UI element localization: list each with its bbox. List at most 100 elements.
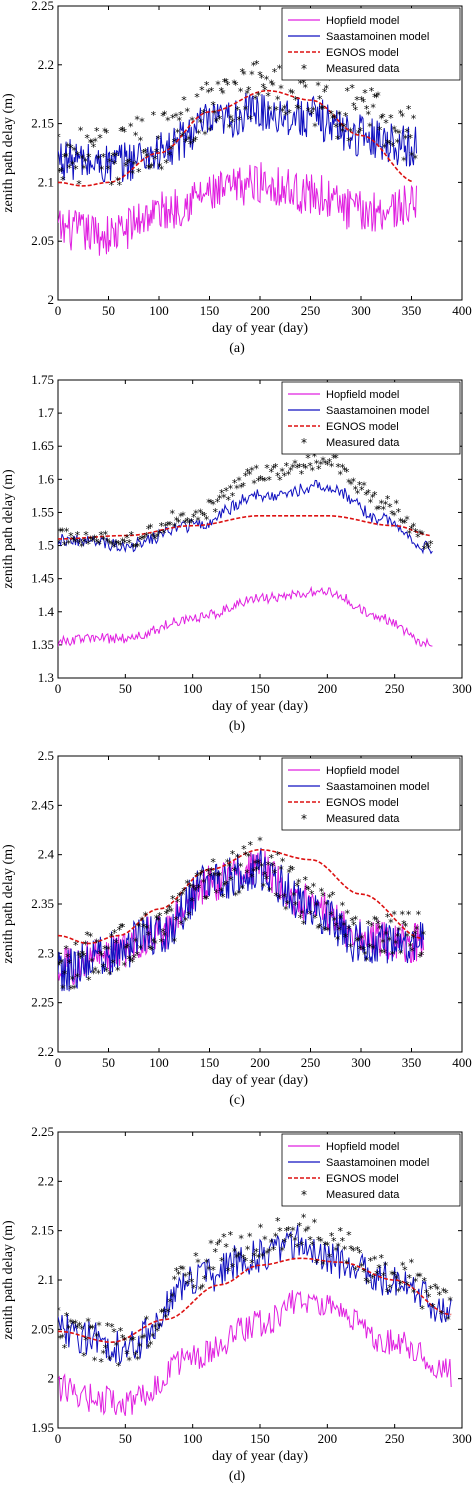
measured-point: *: [168, 143, 174, 156]
measured-point: *: [381, 504, 387, 517]
measured-point: *: [89, 956, 95, 969]
measured-point: *: [89, 137, 95, 150]
measured-point: *: [235, 852, 241, 865]
measured-point: *: [286, 867, 292, 880]
measured-point: *: [395, 931, 401, 944]
measured-point: *: [320, 454, 326, 467]
measured-point: *: [394, 1273, 400, 1286]
legend: Hopfield model Saastamoinen model EGNOS mo…: [281, 757, 461, 831]
measured-point: *: [370, 1272, 376, 1285]
y-axis-label: zenith path delay (m): [1, 469, 16, 589]
x-tick-label: 400: [452, 1055, 472, 1070]
measured-point: *: [372, 1253, 378, 1266]
measured-point: *: [96, 967, 102, 980]
measured-point: *: [83, 938, 89, 951]
measured-point: *: [417, 951, 423, 964]
measured-point: *: [378, 947, 384, 960]
measured-point: *: [385, 911, 391, 924]
legend-entry-saastamoinen-model: Saastamoinen model: [326, 781, 429, 793]
measured-point: *: [390, 140, 396, 153]
measured-point: *: [264, 74, 270, 87]
measured-point: *: [84, 132, 90, 145]
measured-point: *: [432, 1281, 438, 1294]
measured-point: *: [161, 1306, 167, 1319]
measured-point: *: [85, 1315, 91, 1328]
measured-point: *: [146, 929, 152, 942]
measured-point: *: [357, 943, 363, 956]
measured-point: *: [416, 908, 422, 921]
measured-point: *: [208, 1237, 214, 1250]
measured-point: *: [231, 865, 237, 878]
measured-point: *: [241, 480, 247, 493]
measured-point: *: [374, 914, 380, 927]
measured-point: *: [241, 1252, 247, 1265]
x-tick-label: 350: [402, 1055, 422, 1070]
measured-point: *: [111, 1326, 117, 1339]
measured-point: *: [419, 949, 425, 962]
measured-point: *: [374, 92, 380, 105]
measured-point: *: [257, 69, 263, 82]
egnos-model-line: [58, 89, 414, 187]
measured-point: *: [346, 135, 352, 148]
measured-point: *: [201, 876, 207, 889]
y-tick-label: 2.45: [31, 797, 54, 812]
measured-point: *: [369, 920, 375, 933]
measured-point: *: [315, 923, 321, 936]
measured-point: *: [411, 520, 417, 533]
legend: Hopfield model Saastamoinen model EGNOS mo…: [281, 1133, 461, 1207]
measured-point: *: [141, 1331, 147, 1344]
measured-point: *: [443, 1287, 449, 1300]
measured-point: *: [377, 124, 383, 137]
measured-point: *: [419, 1303, 425, 1316]
measured-point: *: [271, 1244, 277, 1257]
measured-point: *: [335, 934, 341, 947]
hopfield-model-line: [58, 162, 417, 256]
measured-point: *: [385, 137, 391, 150]
legend-marker-measured-data: *: [301, 62, 307, 76]
measured-point: *: [220, 87, 226, 100]
measured-point: *: [131, 1334, 137, 1347]
measured-point: *: [368, 1255, 374, 1268]
measured-point: *: [251, 1250, 257, 1263]
measured-point: *: [109, 1321, 115, 1334]
measured-point: *: [377, 923, 383, 936]
measured-point: *: [353, 484, 359, 497]
legend-entry-measured-data: Measured data: [326, 437, 400, 449]
measured-point: *: [316, 1234, 322, 1247]
measured-point: *: [329, 461, 335, 474]
measured-point: *: [380, 937, 386, 950]
measured-point: *: [378, 113, 384, 126]
measured-point: *: [404, 1279, 410, 1292]
measured-point: *: [285, 898, 291, 911]
measured-point: *: [194, 870, 200, 883]
measured-point: *: [311, 880, 317, 893]
measured-point: *: [262, 869, 268, 882]
measured-point: *: [230, 490, 236, 503]
measured-point: *: [120, 124, 126, 137]
x-tick-label: 0: [55, 1055, 62, 1070]
measured-point: *: [353, 104, 359, 117]
measured-point: *: [409, 1257, 415, 1270]
measured-point: *: [351, 919, 357, 932]
legend-entry-measured-data: Measured data: [326, 63, 400, 75]
measured-point: *: [258, 473, 264, 486]
measured-point: *: [81, 950, 87, 963]
legend-entry-measured-data: Measured data: [326, 1189, 400, 1201]
measured-point: *: [286, 469, 292, 482]
measured-point: *: [419, 528, 425, 541]
measured-point: *: [336, 924, 342, 937]
measured-point: *: [399, 111, 405, 124]
measured-point: *: [420, 928, 426, 941]
measured-point: *: [215, 1239, 221, 1252]
measured-point: *: [281, 1236, 287, 1249]
measured-point: *: [144, 1314, 150, 1327]
x-tick-label: 200: [250, 303, 270, 318]
measured-point: *: [260, 880, 266, 893]
measured-point: *: [260, 1250, 266, 1263]
measured-point: *: [163, 521, 169, 534]
measured-point: *: [376, 1262, 382, 1275]
measured-point: *: [230, 848, 236, 861]
measured-point: *: [359, 1260, 365, 1273]
measured-point: *: [128, 955, 134, 968]
measured-point: *: [151, 935, 157, 948]
